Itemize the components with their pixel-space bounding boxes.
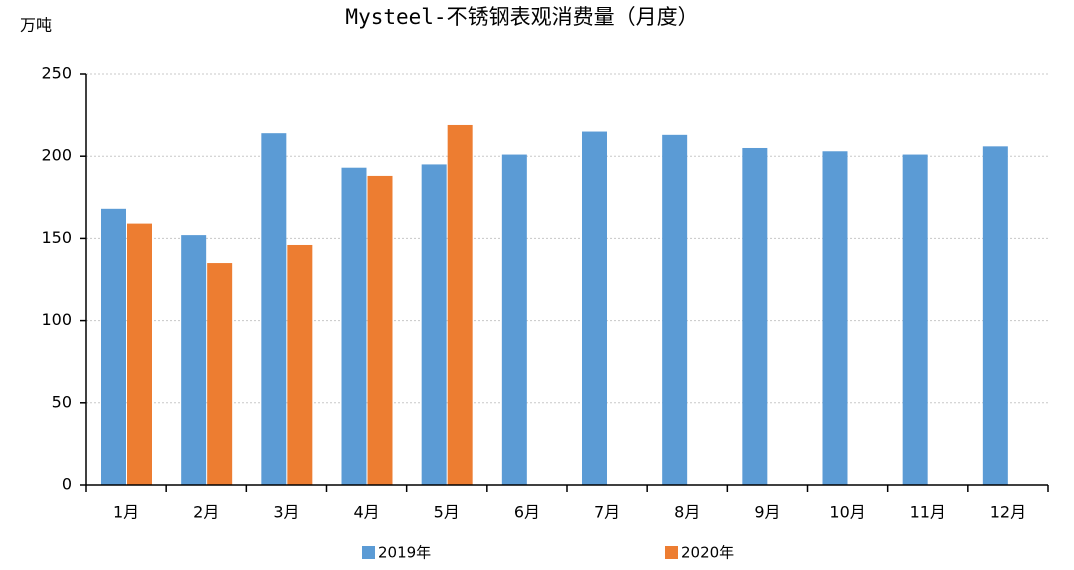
bar [101, 208, 126, 486]
legend-label: 2020年 [681, 544, 734, 562]
legend-swatch [362, 546, 375, 559]
y-tick-label: 0 [62, 475, 72, 494]
bar [421, 164, 447, 486]
x-tick-label: 6月 [514, 503, 540, 522]
x-tick-label: 12月 [990, 503, 1026, 522]
x-tick-label: 4月 [353, 503, 379, 522]
legend-label: 2019年 [378, 544, 431, 562]
bar [582, 131, 607, 486]
bar [341, 167, 367, 485]
x-tick-label: 7月 [594, 503, 620, 522]
bar [501, 154, 527, 485]
bar [822, 151, 848, 485]
bar [367, 175, 393, 486]
x-tick-label: 8月 [674, 503, 700, 522]
bar [982, 146, 1008, 485]
x-tick-label: 9月 [754, 503, 780, 522]
y-axis-label: 万吨 [20, 16, 52, 35]
bar [127, 223, 152, 485]
bar [662, 134, 688, 485]
bar [742, 147, 768, 486]
x-tick-label: 1月 [113, 503, 139, 522]
bar [261, 133, 287, 485]
bar [207, 263, 233, 485]
bar [181, 235, 207, 485]
x-tick-label: 3月 [273, 503, 299, 522]
x-tick-label: 10月 [829, 503, 865, 522]
y-tick-label: 100 [41, 310, 72, 329]
x-tick-label: 5月 [434, 503, 460, 522]
x-tick-label: 11月 [910, 503, 946, 522]
y-tick-label: 150 [41, 228, 72, 247]
y-tick-label: 200 [41, 146, 72, 165]
legend-swatch [665, 546, 678, 559]
x-tick-label: 2月 [193, 503, 219, 522]
bar [287, 244, 313, 485]
y-tick-label: 250 [41, 64, 72, 83]
bar [447, 124, 473, 486]
y-tick-label: 50 [52, 392, 72, 411]
bar [902, 154, 928, 485]
chart-title: Mysteel-不锈钢表观消费量（月度） [345, 5, 698, 29]
